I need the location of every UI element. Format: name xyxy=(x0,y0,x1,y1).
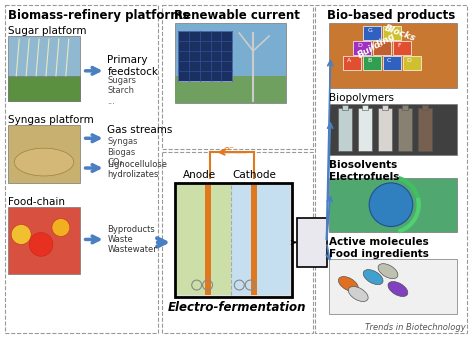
Text: Byproducts
Waste
Wastewater: Byproducts Waste Wastewater xyxy=(108,225,157,254)
Bar xyxy=(382,105,388,110)
Text: Electro-fermentation: Electro-fermentation xyxy=(168,301,307,314)
Ellipse shape xyxy=(14,148,74,176)
Bar xyxy=(9,76,80,101)
Bar xyxy=(343,56,361,70)
Text: Renewable current: Renewable current xyxy=(174,9,300,22)
Text: Biosolvents
Electrofuels: Biosolvents Electrofuels xyxy=(328,160,399,182)
Bar xyxy=(328,104,457,155)
Text: Anode: Anode xyxy=(183,170,216,180)
Bar xyxy=(338,107,352,151)
Text: D: D xyxy=(357,43,362,48)
Circle shape xyxy=(11,225,31,244)
Text: Trends in Biotechnology: Trends in Biotechnology xyxy=(365,323,465,332)
Text: D: D xyxy=(407,58,412,63)
Circle shape xyxy=(52,219,70,236)
Text: C: C xyxy=(387,58,392,63)
Text: Lignocellulose
hydrolizates: Lignocellulose hydrolizates xyxy=(108,160,167,179)
Bar xyxy=(297,218,327,267)
Bar xyxy=(378,107,392,151)
Bar xyxy=(383,26,401,40)
Text: Active molecules
Food ingredients: Active molecules Food ingredients xyxy=(328,237,428,259)
Bar xyxy=(398,107,412,151)
Bar xyxy=(402,105,408,110)
Bar xyxy=(231,185,290,295)
Bar xyxy=(175,23,286,103)
Text: Primary
feedstock: Primary feedstock xyxy=(108,55,158,76)
Bar xyxy=(315,5,467,333)
Text: Building: Building xyxy=(356,31,397,60)
Text: Syngas platform: Syngas platform xyxy=(9,116,94,125)
Ellipse shape xyxy=(388,282,408,297)
Ellipse shape xyxy=(363,270,383,285)
Text: G: G xyxy=(367,28,372,33)
Bar xyxy=(383,56,401,70)
Bar xyxy=(175,76,286,103)
Text: Food-chain: Food-chain xyxy=(9,197,65,207)
Bar xyxy=(5,5,158,333)
Bar xyxy=(177,185,231,295)
Text: H: H xyxy=(387,28,392,33)
Bar xyxy=(353,41,371,55)
Bar xyxy=(162,5,313,149)
Bar xyxy=(342,105,348,110)
Bar xyxy=(9,36,80,101)
Text: E: E xyxy=(377,43,381,48)
Bar xyxy=(178,31,232,81)
Text: Cathode: Cathode xyxy=(232,170,276,180)
Text: Blocks: Blocks xyxy=(383,23,417,43)
Text: Sugars
Starch
...: Sugars Starch ... xyxy=(108,76,137,106)
Bar xyxy=(418,107,432,151)
Bar xyxy=(9,207,80,274)
Bar xyxy=(363,26,381,40)
Bar xyxy=(393,41,411,55)
Bar xyxy=(363,56,381,70)
Text: Bio-based products: Bio-based products xyxy=(327,9,455,22)
Bar xyxy=(422,105,428,110)
Ellipse shape xyxy=(338,277,358,292)
Bar xyxy=(328,23,457,88)
Bar xyxy=(373,41,391,55)
Bar xyxy=(328,259,457,314)
Text: Sugar platform: Sugar platform xyxy=(9,26,87,36)
Bar xyxy=(403,56,421,70)
Ellipse shape xyxy=(378,264,398,279)
Text: Syngas
Biogas
CO₂: Syngas Biogas CO₂ xyxy=(108,137,138,167)
Bar xyxy=(175,183,292,297)
Bar xyxy=(9,125,80,183)
Ellipse shape xyxy=(348,286,368,301)
Bar xyxy=(362,105,368,110)
Text: Biopolymers: Biopolymers xyxy=(328,93,393,103)
Bar xyxy=(205,185,210,295)
Circle shape xyxy=(29,233,53,256)
Bar xyxy=(358,107,372,151)
Bar xyxy=(328,178,457,233)
Bar xyxy=(251,185,257,295)
Circle shape xyxy=(369,183,413,226)
Text: B: B xyxy=(367,58,372,63)
Text: Gas streams: Gas streams xyxy=(108,125,173,135)
Bar xyxy=(162,152,313,333)
Text: Biomass-refinery platforms: Biomass-refinery platforms xyxy=(9,9,190,22)
Text: A: A xyxy=(347,58,352,63)
Text: F: F xyxy=(397,43,401,48)
Text: e⁻: e⁻ xyxy=(224,145,235,155)
